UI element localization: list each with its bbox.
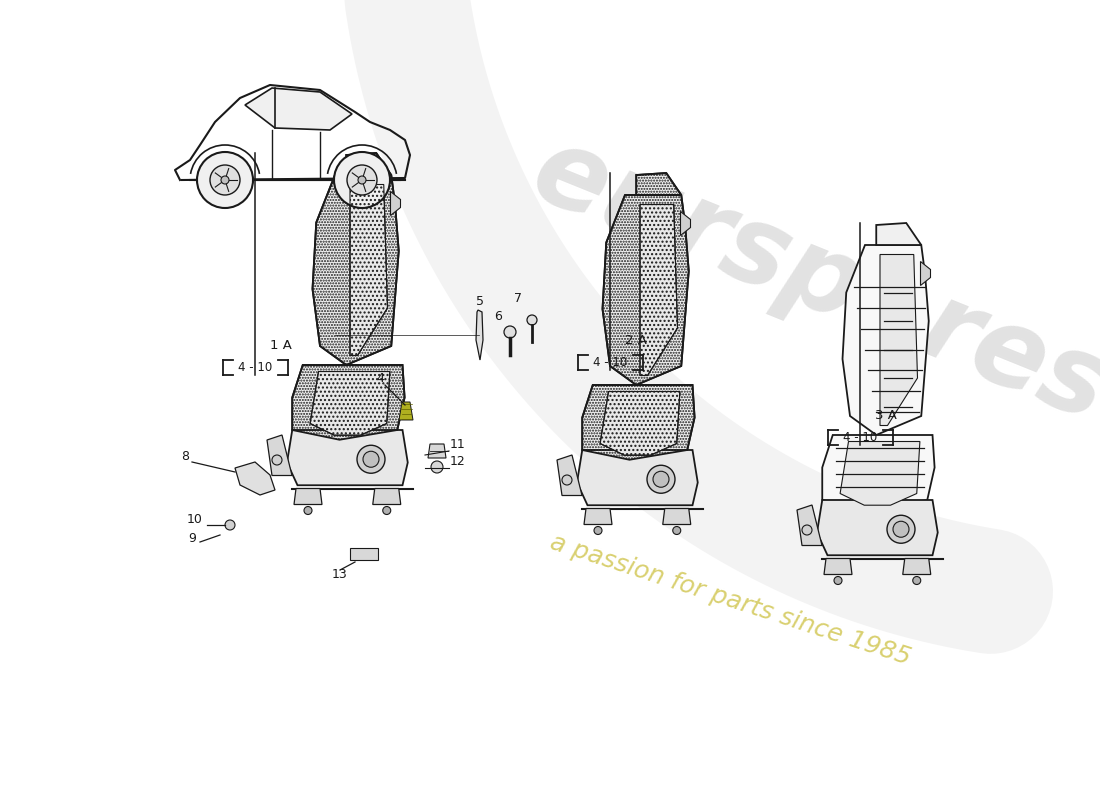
Circle shape	[334, 152, 390, 208]
Circle shape	[346, 165, 377, 195]
Circle shape	[358, 446, 385, 474]
Polygon shape	[267, 435, 292, 475]
Polygon shape	[903, 558, 931, 574]
Polygon shape	[640, 205, 678, 375]
Polygon shape	[578, 450, 697, 506]
Circle shape	[226, 520, 235, 530]
Text: 1 A: 1 A	[271, 339, 292, 352]
Circle shape	[431, 461, 443, 473]
Text: 11: 11	[450, 438, 465, 451]
Polygon shape	[877, 223, 922, 245]
Polygon shape	[312, 175, 398, 365]
Polygon shape	[428, 444, 446, 458]
Polygon shape	[817, 500, 937, 555]
Polygon shape	[373, 489, 400, 505]
Text: 4: 4	[376, 372, 384, 385]
Polygon shape	[840, 442, 920, 506]
Polygon shape	[662, 509, 691, 525]
Polygon shape	[603, 195, 689, 385]
Circle shape	[383, 506, 390, 514]
Circle shape	[210, 165, 240, 195]
Polygon shape	[681, 211, 691, 235]
Polygon shape	[245, 88, 352, 130]
Circle shape	[913, 577, 921, 585]
Circle shape	[221, 176, 229, 184]
Polygon shape	[346, 153, 392, 175]
Circle shape	[594, 526, 602, 534]
Text: 5: 5	[476, 295, 484, 308]
Circle shape	[358, 176, 366, 184]
Circle shape	[527, 315, 537, 325]
Text: 3 A: 3 A	[876, 409, 896, 422]
Polygon shape	[476, 310, 483, 360]
Polygon shape	[843, 245, 928, 435]
Polygon shape	[582, 385, 694, 460]
Circle shape	[647, 466, 675, 494]
Text: 2 A: 2 A	[625, 334, 647, 347]
Circle shape	[653, 471, 669, 487]
Text: eurspares: eurspares	[517, 117, 1100, 443]
Polygon shape	[390, 191, 400, 215]
Circle shape	[504, 326, 516, 338]
Text: 6: 6	[494, 310, 502, 323]
Polygon shape	[636, 173, 681, 195]
Polygon shape	[294, 489, 322, 505]
Text: 9: 9	[188, 532, 196, 545]
Polygon shape	[824, 558, 852, 574]
Polygon shape	[584, 509, 612, 525]
Polygon shape	[880, 254, 917, 426]
Polygon shape	[798, 505, 822, 546]
Circle shape	[673, 526, 681, 534]
Polygon shape	[399, 402, 412, 420]
Polygon shape	[287, 430, 408, 486]
Text: 4 - 10: 4 - 10	[238, 361, 272, 374]
Text: 7: 7	[514, 292, 522, 305]
Circle shape	[562, 475, 572, 485]
Polygon shape	[921, 262, 931, 286]
Text: 4 - 10: 4 - 10	[843, 431, 877, 444]
Circle shape	[197, 152, 253, 208]
Text: 10: 10	[187, 513, 202, 526]
Polygon shape	[601, 391, 680, 455]
Circle shape	[363, 451, 379, 467]
Polygon shape	[557, 455, 582, 495]
Text: 8: 8	[182, 450, 189, 463]
Circle shape	[304, 506, 312, 514]
Text: 12: 12	[450, 455, 465, 468]
Circle shape	[887, 515, 915, 543]
Polygon shape	[310, 371, 389, 435]
Circle shape	[893, 522, 909, 538]
Circle shape	[834, 577, 842, 585]
Circle shape	[802, 525, 812, 535]
Circle shape	[272, 455, 282, 465]
Polygon shape	[823, 435, 935, 510]
Polygon shape	[293, 365, 405, 440]
Polygon shape	[350, 185, 387, 355]
Text: 13: 13	[332, 568, 348, 581]
Text: 4 - 10: 4 - 10	[593, 356, 627, 369]
Bar	[350, 548, 378, 560]
Text: a passion for parts since 1985: a passion for parts since 1985	[547, 530, 913, 670]
Polygon shape	[235, 462, 275, 495]
